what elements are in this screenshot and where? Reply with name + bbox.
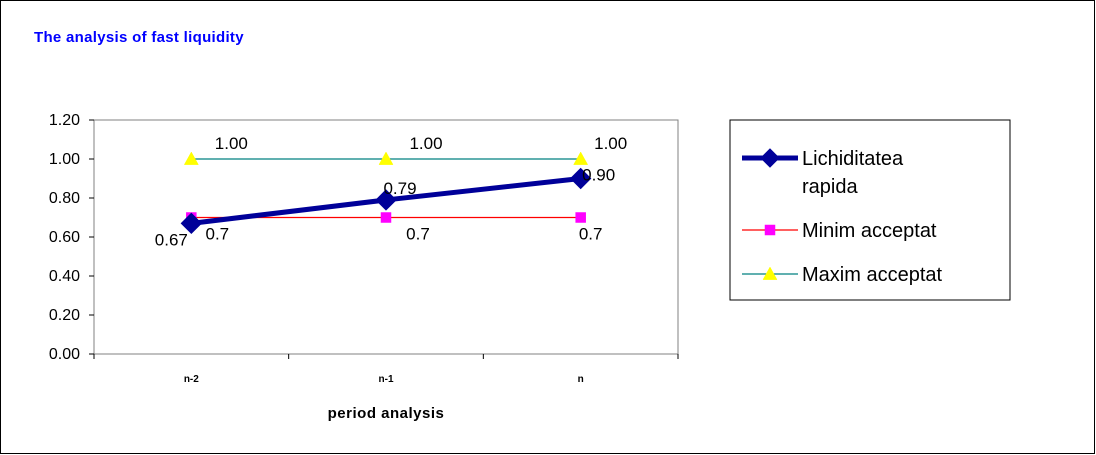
data-label: 0.7: [579, 225, 603, 244]
y-tick-label: 0.00: [49, 346, 80, 363]
y-tick-label: 0.60: [49, 229, 80, 246]
x-axis: n-2 n-1 n: [93, 354, 679, 385]
data-point-marker: [180, 212, 203, 235]
x-tick-label: n-2: [184, 374, 199, 385]
data-point-marker: [380, 212, 392, 223]
data-point-marker: [760, 148, 780, 168]
chart-title: The analysis of fast liquidity: [34, 29, 244, 46]
data-point-marker: [183, 151, 199, 165]
data-point-marker: [569, 167, 592, 190]
series-layer: [180, 151, 592, 235]
data-label: 0.67: [155, 230, 188, 249]
y-tick-label: 0.80: [49, 190, 80, 207]
data-point-marker: [573, 151, 589, 165]
x-tick-label: n: [578, 374, 584, 385]
legend-label: rapida: [802, 176, 858, 198]
data-label: 1.00: [594, 134, 627, 153]
data-label: 1.00: [215, 134, 248, 153]
legend: [729, 119, 1011, 301]
data-point-marker: [575, 212, 586, 223]
data-point-marker: [762, 266, 778, 280]
x-axis-label: period analysis: [328, 405, 445, 422]
y-tick-label: 0.40: [49, 268, 80, 285]
data-point-marker: [375, 189, 397, 211]
y-axis: 0.00 0.20 0.40 0.60 0.80 1.00 1.20: [49, 112, 94, 363]
legend-label: Minim acceptat: [802, 220, 937, 242]
data-point-marker: [764, 224, 776, 236]
data-label: 0.7: [406, 225, 430, 244]
y-tick-label: 1.20: [49, 112, 80, 129]
legend-label: Lichiditatea: [802, 148, 904, 170]
data-point-marker: [378, 151, 394, 165]
data-label: 0.79: [383, 179, 416, 198]
y-tick-label: 1.00: [49, 151, 80, 168]
data-label: 0.7: [206, 225, 230, 244]
y-tick-label: 0.20: [49, 307, 80, 324]
data-label: 1.00: [409, 134, 442, 153]
x-tick-label: n-1: [379, 374, 394, 385]
data-label: 0.90: [582, 166, 615, 185]
data-labels: 1.00 1.00 1.00 0.7 0.7 0.7 0.67 0.79 0.90: [155, 134, 627, 249]
legend-label: Maxim acceptat: [802, 264, 942, 286]
legend-entries: Lichiditatea rapida Minim acceptat Maxim ac…: [742, 148, 942, 286]
